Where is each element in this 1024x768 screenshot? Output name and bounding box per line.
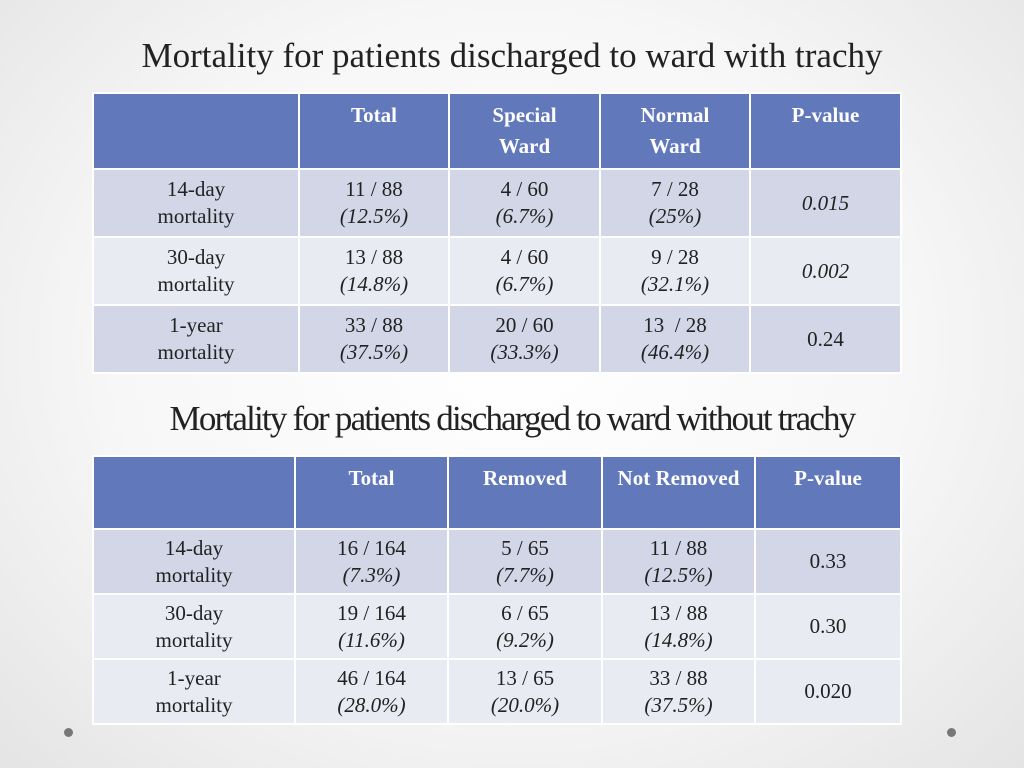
cell-fraction: 33 / 88 xyxy=(344,313,404,337)
cell-fraction: 13 / 88 xyxy=(344,245,404,269)
table2-header-total: Total xyxy=(294,455,449,530)
cell-percent: (12.5%) xyxy=(339,204,409,228)
cell-percent: (14.8%) xyxy=(339,272,409,296)
cell-fraction: 13 / 65 xyxy=(495,665,555,690)
table-row: 1-year mortality 33 / 88 (37.5%) 20 / 60 (… xyxy=(92,304,902,374)
cell-special-ward: 4 / 60 (6.7%) xyxy=(448,168,601,238)
table2: Total Removed Not Removed P-value 14-day… xyxy=(92,455,902,725)
table-row: 1-year mortality 46 / 164 (28.0%) 13 / 65… xyxy=(92,658,902,725)
cell-percent: (20.0%) xyxy=(490,692,560,717)
cell-fraction: 4 / 60 xyxy=(500,177,549,201)
cell-fraction: 6 / 65 xyxy=(501,600,549,625)
cell-not-removed: 11 / 88 (12.5%) xyxy=(601,528,756,595)
slide-corner-dot-left xyxy=(64,728,73,737)
cell-special-ward: 4 / 60 (6.7%) xyxy=(448,236,601,306)
cell-percent: (14.8%) xyxy=(644,627,713,652)
table-row: 30-day mortality 19 / 164 (11.6%) 6 / 65(… xyxy=(92,593,902,660)
cell-fraction: 13 / 88 xyxy=(649,600,708,625)
cell-percent: (33.3%) xyxy=(490,340,559,364)
cell-percent: (37.5%) xyxy=(644,692,713,717)
table1-header-row: Total Special Ward Normal Ward P-value xyxy=(92,92,902,170)
cell-percent: (6.7%) xyxy=(495,204,554,228)
row-label: 30-day mortality xyxy=(92,236,300,306)
cell-normal-ward: 13 / 28 (46.4%) xyxy=(599,304,751,374)
row-label: 1-year mortality xyxy=(92,658,296,725)
table2-header-corner xyxy=(92,455,296,530)
cell-pvalue: 0.30 xyxy=(754,593,902,660)
cell-fraction: 46 / 164 xyxy=(337,665,406,690)
table-row: 30-day mortality 13 / 88 (14.8%) 4 / 60 (6… xyxy=(92,236,902,306)
cell-percent: (7.3%) xyxy=(342,562,401,587)
cell-percent: (37.5%) xyxy=(339,340,409,364)
cell-pvalue: 0.002 xyxy=(749,236,902,306)
cell-percent: (9.2%) xyxy=(496,627,554,652)
table2-header-row: Total Removed Not Removed P-value xyxy=(92,455,902,530)
table2-header-not-removed: Not Removed xyxy=(601,455,756,530)
table1-header-special-ward: Special Ward xyxy=(448,92,601,170)
cell-not-removed: 13 / 88 (14.8%) xyxy=(601,593,756,660)
cell-pvalue: 0.33 xyxy=(754,528,902,595)
cell-fraction: 11 / 88 xyxy=(345,177,403,201)
cell-fraction: 4 / 60 xyxy=(500,245,549,269)
cell-fraction: 20 / 60 xyxy=(495,313,554,337)
table1-header-total: Total xyxy=(298,92,450,170)
table2-title: Mortality for patients discharged to war… xyxy=(169,399,857,438)
cell-total: 11 / 88 (12.5%) xyxy=(298,168,450,238)
table2-header-removed: Removed xyxy=(447,455,603,530)
cell-pvalue: 0.24 xyxy=(749,304,902,374)
cell-percent: (11.6%) xyxy=(338,627,405,652)
row-label: 14-day mortality xyxy=(92,528,296,595)
cell-percent: (25%) xyxy=(648,204,702,228)
cell-removed: 13 / 65 (20.0%) xyxy=(447,658,603,725)
slide-corner-dot-right xyxy=(947,728,956,737)
table-row: 14-day mortality 11 / 88 (12.5%) 4 / 60 (6… xyxy=(92,168,902,238)
table-row: 14-day mortality 16 / 164 (7.3%) 5 / 65 (7… xyxy=(92,528,902,595)
cell-total: 19 / 164 (11.6%) xyxy=(294,593,449,660)
cell-percent: (7.7%) xyxy=(496,562,554,587)
cell-total: 33 / 88 (37.5%) xyxy=(298,304,450,374)
table1-title: Mortality for patients discharged to war… xyxy=(141,36,883,75)
cell-percent: (46.4%) xyxy=(640,340,710,364)
cell-total: 16 / 164 (7.3%) xyxy=(294,528,449,595)
cell-fraction: 16 / 164 xyxy=(337,535,406,560)
cell-normal-ward: 7 / 28 (25%) xyxy=(599,168,751,238)
cell-pvalue: 0.020 xyxy=(754,658,902,725)
cell-pvalue: 0.015 xyxy=(749,168,902,238)
cell-fraction: 7 / 28 xyxy=(651,177,699,201)
table1-header-pvalue: P-value xyxy=(749,92,902,170)
table2-header-pvalue: P-value xyxy=(754,455,902,530)
cell-percent: (6.7%) xyxy=(495,272,554,296)
row-label: 14-day mortality xyxy=(92,168,300,238)
cell-total: 13 / 88 (14.8%) xyxy=(298,236,450,306)
cell-not-removed: 33 / 88 (37.5%) xyxy=(601,658,756,725)
cell-normal-ward: 9 / 28 (32.1%) xyxy=(599,236,751,306)
cell-removed: 6 / 65 (9.2%) xyxy=(447,593,603,660)
table1-header-normal-ward: Normal Ward xyxy=(599,92,751,170)
cell-special-ward: 20 / 60 (33.3%) xyxy=(448,304,601,374)
cell-total: 46 / 164 (28.0%) xyxy=(294,658,449,725)
cell-percent: (32.1%) xyxy=(640,272,710,296)
cell-fraction: 19 / 164 xyxy=(337,600,406,625)
table1: Total Special Ward Normal Ward P-value 1… xyxy=(92,92,902,374)
cell-percent: (28.0%) xyxy=(337,692,406,717)
row-label: 30-day mortality xyxy=(92,593,296,660)
cell-removed: 5 / 65 (7.7%) xyxy=(447,528,603,595)
cell-percent: (12.5%) xyxy=(644,562,713,587)
table1-header-corner xyxy=(92,92,300,170)
cell-fraction: 33 / 88 xyxy=(649,665,708,690)
cell-fraction: 11 / 88 xyxy=(649,535,708,560)
row-label: 1-year mortality xyxy=(92,304,300,374)
cell-fraction: 5 / 65 xyxy=(501,535,549,560)
cell-fraction: 13 / 28 xyxy=(643,313,707,337)
cell-fraction: 9 / 28 xyxy=(651,245,699,269)
